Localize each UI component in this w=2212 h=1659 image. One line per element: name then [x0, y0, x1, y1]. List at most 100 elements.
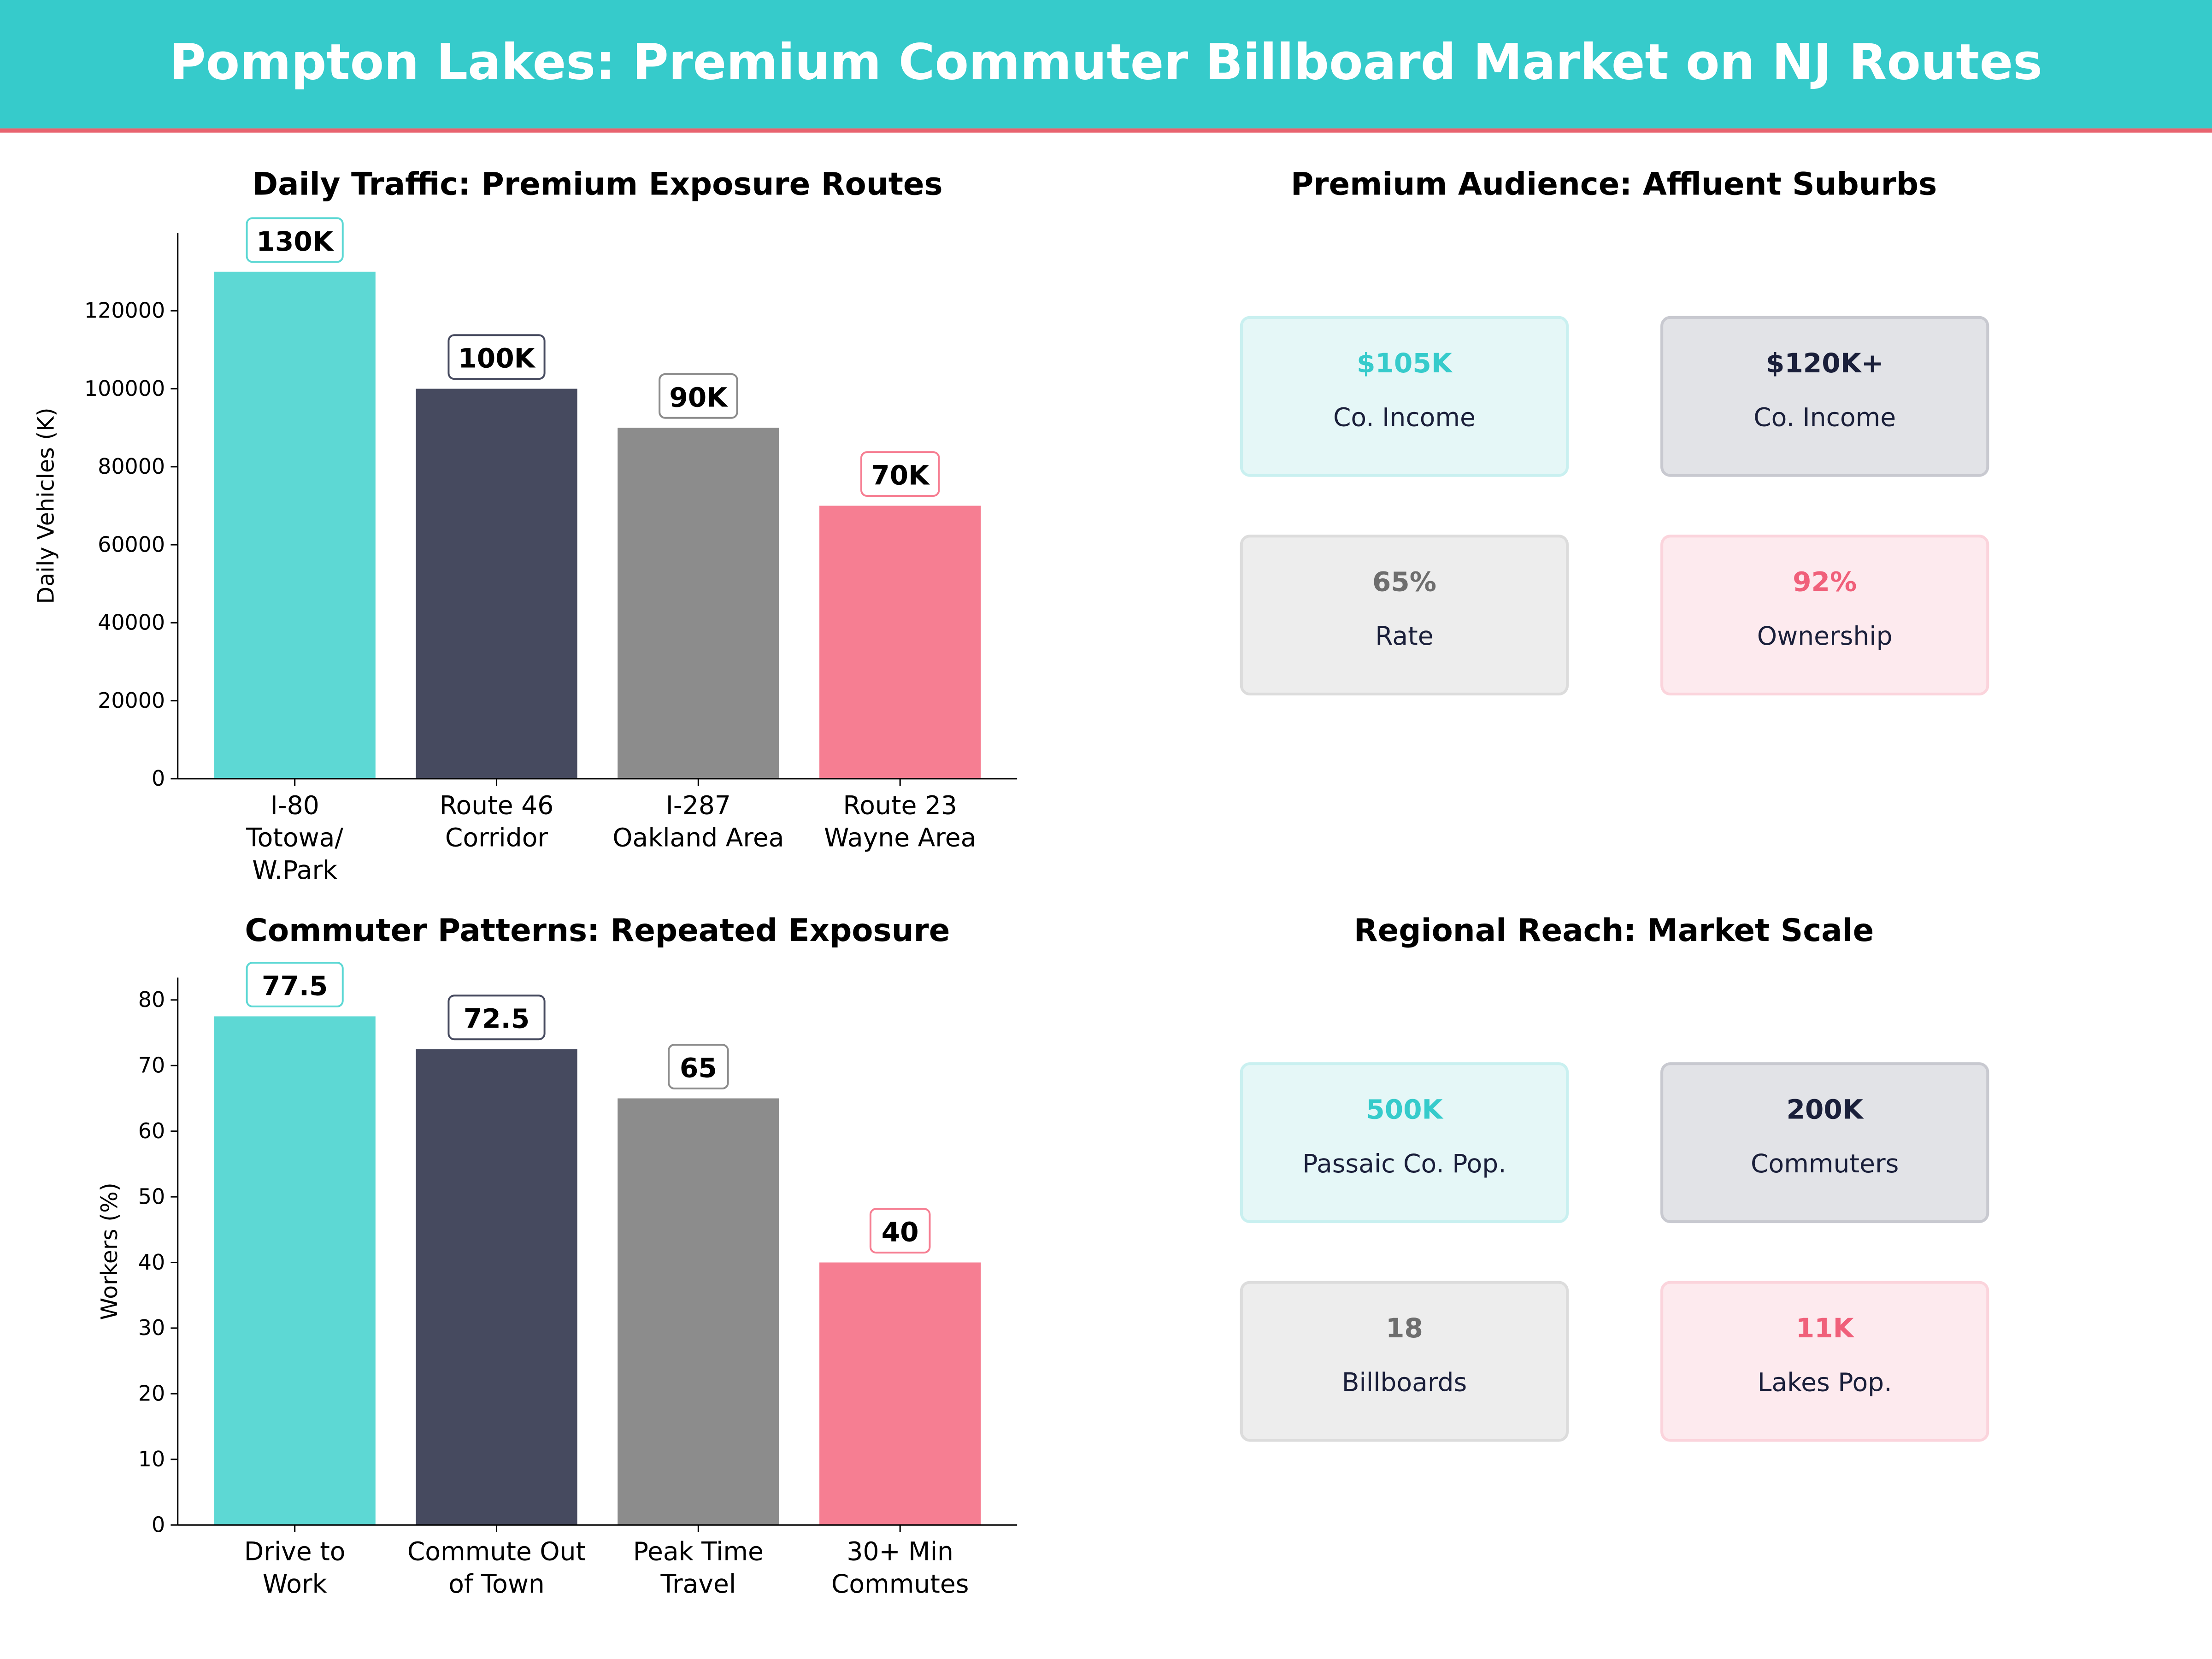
y-tick-label: 0 [152, 766, 165, 791]
data-label-box [668, 1044, 729, 1090]
y-tick-label: 120000 [84, 298, 165, 323]
bar-chart-1: Daily Traffic: Premium Exposure Routes Da… [33, 165, 1018, 885]
bar [819, 506, 981, 779]
x-tick-label: Commutes [831, 1569, 969, 1599]
kpi-card-bg [1240, 1281, 1569, 1442]
bar-chart-2: Commuter Patterns: Repeated Exposure Work… [96, 912, 1018, 1599]
header-bar [0, 0, 2212, 129]
x-tick-label: Travel [660, 1569, 736, 1599]
x-tick-label: W.Park [252, 855, 337, 885]
bar [416, 388, 577, 779]
x-tick-label: I-287 [666, 790, 731, 820]
x-tick-label: I-80 [271, 790, 319, 820]
panel-title: Premium Audience: Affluent Suburbs [1291, 165, 1937, 202]
x-tick-label: Totowa/ [246, 823, 343, 853]
kpi-panel-1: Premium Audience: Affluent Suburbs $105K C… [1240, 165, 1989, 696]
y-tick-label: 50 [138, 1184, 165, 1209]
kpi-card: $120K+ Co. Income [1660, 316, 1989, 477]
kpi-card-bg [1660, 316, 1989, 477]
y-tick-label: 10 [138, 1447, 165, 1471]
x-tick-label: Peak Time [633, 1537, 764, 1566]
data-label: 70K [871, 460, 930, 491]
x-tick-label: Commute Out [407, 1537, 586, 1566]
kpi-label: Co. Income [1333, 402, 1476, 432]
chart-title: Commuter Patterns: Repeated Exposure [245, 912, 950, 948]
kpi-value: 500K [1366, 1094, 1443, 1125]
bar [416, 1049, 577, 1525]
kpi-label: Rate [1375, 621, 1433, 651]
kpi-value: $120K+ [1766, 347, 1884, 379]
data-label-box [447, 994, 546, 1041]
x-tick-label: Route 23 [843, 790, 957, 820]
kpi-label: Ownership [1757, 621, 1893, 651]
x-tick-label: Drive to [244, 1537, 346, 1566]
bar [214, 271, 376, 779]
bar [214, 1016, 376, 1525]
kpi-card: 500K Passaic Co. Pop. [1240, 1062, 1569, 1224]
y-tick-label: 40000 [98, 610, 165, 635]
kpi-card-bg [1240, 535, 1569, 696]
kpi-value: 11K [1796, 1312, 1855, 1344]
data-label: 77.5 [262, 971, 328, 1002]
y-tick-label: 40 [138, 1250, 165, 1275]
bar [618, 428, 779, 779]
kpi-card: 92% Ownership [1660, 535, 1989, 696]
kpi-card-bg [1240, 1062, 1569, 1224]
page-title: Pompton Lakes: Premium Commuter Billboar… [170, 34, 2042, 91]
data-label-box [246, 962, 344, 1008]
kpi-label: Commuters [1751, 1149, 1899, 1178]
y-axis-label: Daily Vehicles (K) [33, 407, 59, 604]
y-tick-label: 70 [138, 1053, 165, 1078]
kpi-card-bg [1240, 316, 1569, 477]
x-tick-label: Oakland Area [612, 823, 784, 853]
kpi-card-bg [1660, 1281, 1989, 1442]
kpi-card-bg [1660, 535, 1989, 696]
data-label-box [246, 217, 344, 263]
y-tick-label: 0 [152, 1512, 165, 1537]
data-label: 130K [256, 226, 334, 257]
data-label: 100K [458, 343, 535, 374]
kpi-value: 200K [1786, 1094, 1864, 1125]
y-tick-label: 80000 [98, 454, 165, 479]
kpi-label: Co. Income [1753, 402, 1896, 432]
data-label-box [447, 334, 546, 380]
kpi-value: 18 [1386, 1312, 1423, 1344]
chart-title: Daily Traffic: Premium Exposure Routes [252, 165, 942, 202]
data-label-box [659, 373, 738, 419]
data-label-box [869, 1208, 931, 1254]
x-tick-label: Route 46 [440, 790, 554, 820]
kpi-value: 65% [1372, 566, 1436, 598]
data-label: 72.5 [464, 1003, 530, 1035]
y-tick-label: 60 [138, 1118, 165, 1143]
kpi-card: 65% Rate [1240, 535, 1569, 696]
kpi-card: 11K Lakes Pop. [1660, 1281, 1989, 1442]
data-label: 40 [882, 1217, 919, 1248]
kpi-card: 200K Commuters [1660, 1062, 1989, 1224]
data-label: 65 [680, 1053, 717, 1084]
x-tick-label: Wayne Area [824, 823, 976, 853]
x-tick-label: Work [263, 1569, 327, 1599]
data-label: 90K [669, 382, 728, 413]
kpi-label: Lakes Pop. [1758, 1367, 1892, 1397]
kpi-label: Passaic Co. Pop. [1302, 1149, 1506, 1178]
panel-title: Regional Reach: Market Scale [1354, 912, 1874, 948]
y-tick-label: 20 [138, 1381, 165, 1406]
data-label-box [860, 451, 940, 497]
kpi-card: $105K Co. Income [1240, 316, 1569, 477]
kpi-card-bg [1660, 1062, 1989, 1224]
y-tick-label: 60000 [98, 532, 165, 557]
kpi-label: Billboards [1342, 1367, 1467, 1397]
x-tick-label: of Town [448, 1569, 545, 1599]
kpi-value: $105K [1357, 347, 1453, 379]
y-axis-label: Workers (%) [96, 1182, 123, 1320]
y-tick-label: 80 [138, 987, 165, 1012]
kpi-card: 18 Billboards [1240, 1281, 1569, 1442]
x-tick-label: Corridor [445, 823, 548, 853]
kpi-value: 92% [1793, 566, 1857, 598]
header-rule [0, 128, 2212, 133]
x-tick-label: 30+ Min [847, 1537, 953, 1566]
bar [819, 1262, 981, 1525]
y-tick-label: 20000 [98, 688, 165, 713]
bar [618, 1098, 779, 1525]
